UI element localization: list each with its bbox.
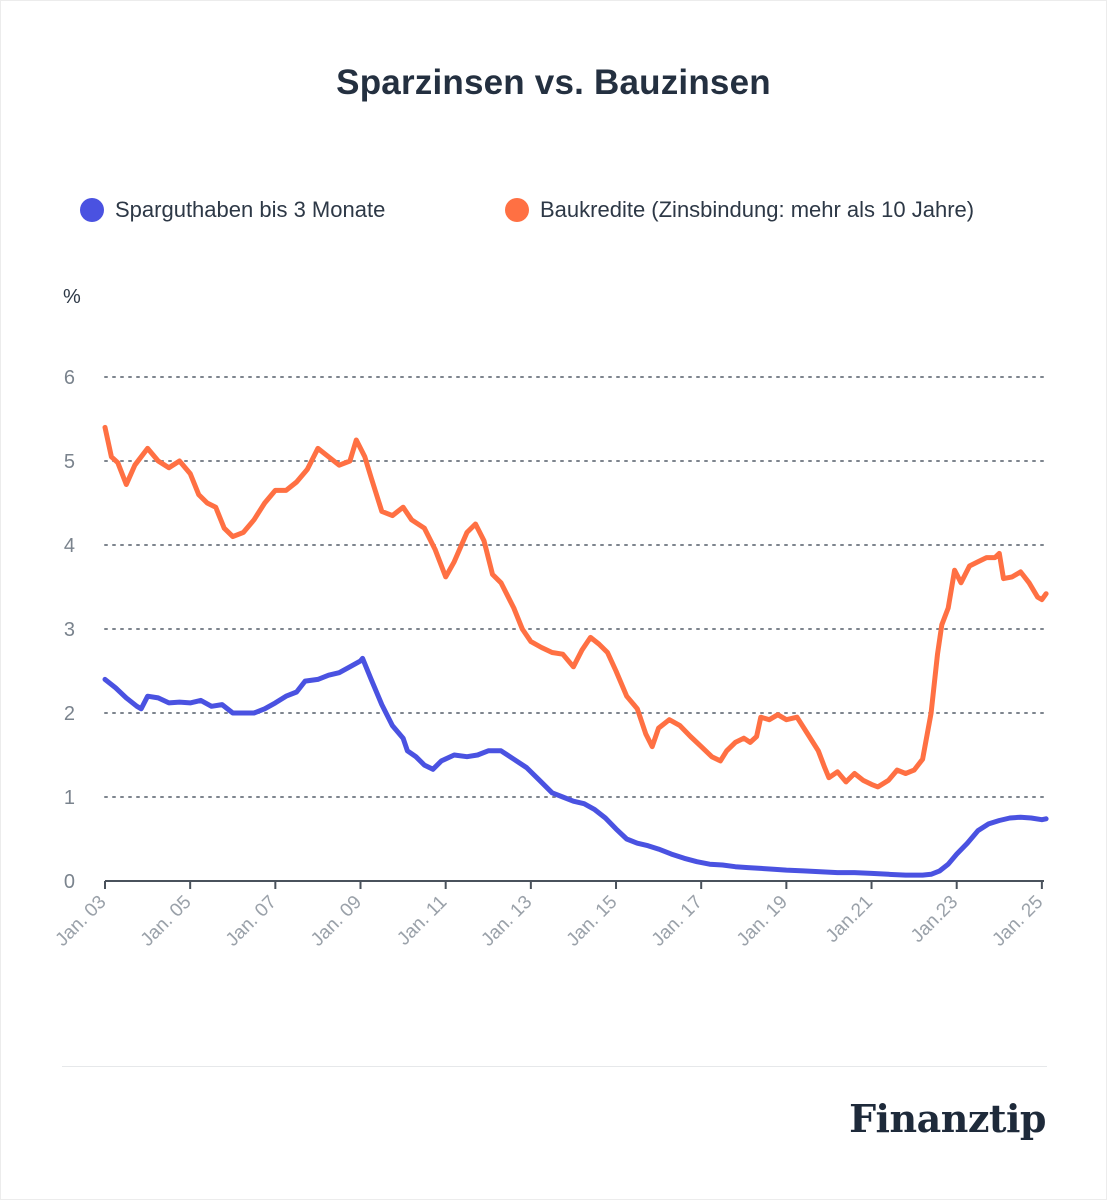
footer-divider — [62, 1066, 1047, 1067]
x-tick-label-2007: Jan. 07 — [222, 892, 281, 951]
x-tick-label-2013: Jan. 13 — [477, 892, 536, 951]
series-line-baukredite — [102, 424, 1049, 790]
y-tick-label-4: 4 — [64, 535, 75, 557]
legend-item-spareinlagen: Sparguthaben bis 3 Monate — [80, 197, 385, 223]
legend-marker-baukredite — [505, 198, 529, 222]
series-line-sparguthaben — [102, 655, 1049, 878]
y-tick-label-3: 3 — [64, 619, 75, 641]
y-tick-label-5: 5 — [64, 451, 75, 473]
y-axis-unit-label: % — [63, 286, 81, 308]
y-tick-label-6: 6 — [64, 367, 75, 389]
y-tick-label-1: 1 — [64, 787, 75, 809]
x-tick-label-2015: Jan. 15 — [563, 892, 622, 951]
x-tick-label-2011: Jan. 11 — [393, 892, 451, 950]
legend-label-spareinlagen: Sparguthaben bis 3 Monate — [115, 197, 386, 222]
x-tick-label-2017: Jan. 17 — [648, 892, 707, 951]
x-tick-label-2021: Jan.21 — [822, 892, 877, 947]
line-chart: % 0 1 2 3 4 5 6 Jan. 03 Jan. 05 Jan. 07 Jan. 09 Jan.… — [52, 286, 1049, 951]
x-tick-label-2009: Jan. 09 — [307, 892, 366, 951]
chart-title: Sparzinsen vs. Bauzinsen — [336, 63, 771, 102]
legend-label-baukredite: Baukredite (Zinsbindung: mehr als 10 Jah… — [540, 197, 975, 222]
y-tick-label-2: 2 — [64, 703, 75, 725]
y-tick-label-0: 0 — [64, 871, 75, 893]
x-tick-label-2005: Jan. 05 — [137, 892, 196, 951]
x-tick-label-2025: Jan. 25 — [988, 892, 1047, 951]
legend-item-baukredite: Baukredite (Zinsbindung: mehr als 10 Jah… — [505, 197, 974, 223]
x-tick-label-2003: Jan. 03 — [52, 892, 111, 951]
finanztip-logo: Finanztip — [849, 1096, 1046, 1141]
legend-marker-spareinlagen — [80, 198, 104, 222]
x-tick-label-2019: Jan. 19 — [733, 892, 792, 951]
x-tick-label-2023: Jan.23 — [907, 892, 962, 947]
